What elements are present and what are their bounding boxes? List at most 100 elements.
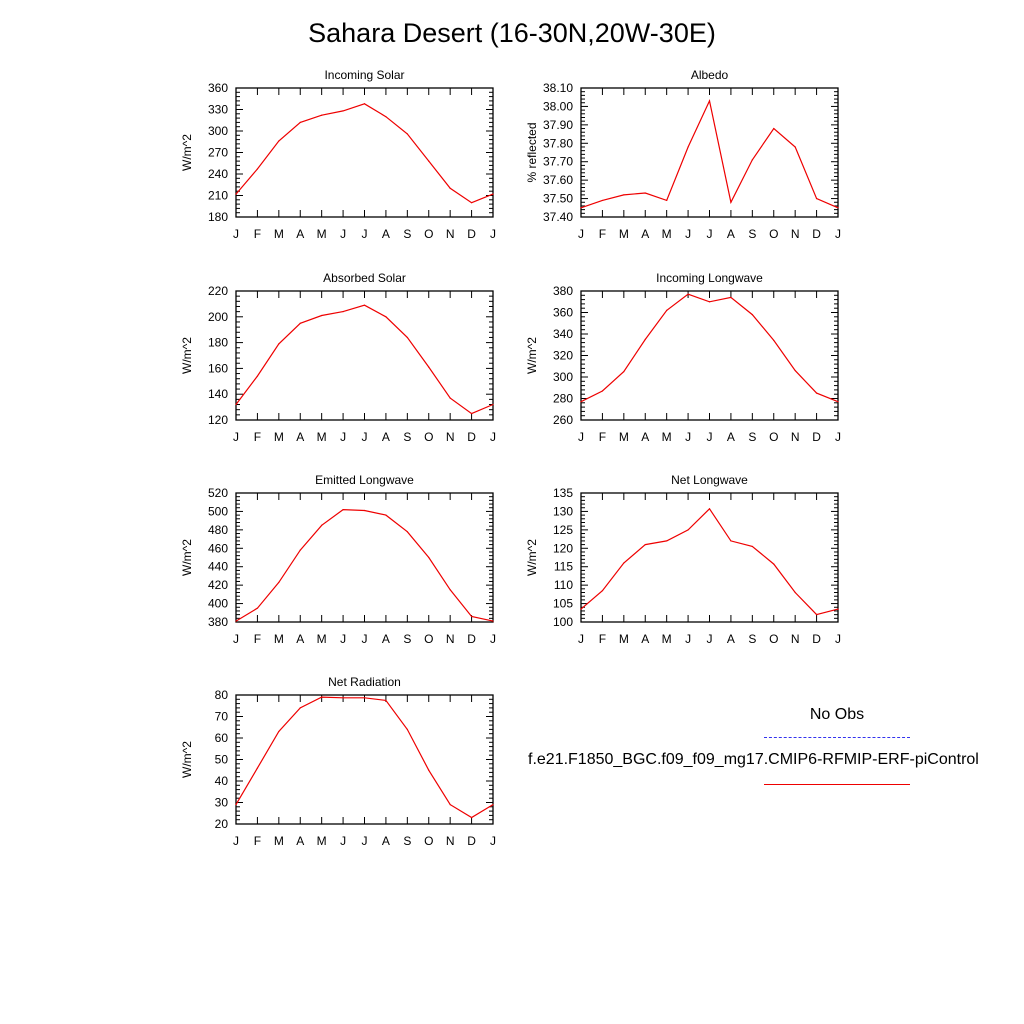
x-tick-label: S bbox=[748, 632, 756, 646]
data-point bbox=[342, 508, 344, 511]
y-tick-label: 38.00 bbox=[543, 99, 573, 113]
x-tick-label: J bbox=[362, 632, 368, 646]
series-line bbox=[235, 696, 494, 819]
x-tick-label: N bbox=[791, 227, 800, 241]
x-tick-label: A bbox=[641, 430, 649, 444]
y-tick-label: 135 bbox=[553, 486, 573, 500]
data-point bbox=[256, 767, 259, 769]
y-tick-label: 160 bbox=[208, 361, 228, 375]
y-tick-label: 180 bbox=[208, 336, 228, 350]
data-point bbox=[385, 116, 387, 118]
data-point bbox=[666, 199, 668, 202]
x-tick-label: A bbox=[727, 430, 735, 444]
x-tick-label: J bbox=[233, 227, 239, 241]
y-axis-label: W/m^2 bbox=[525, 539, 539, 576]
x-tick-label: J bbox=[340, 834, 346, 848]
x-tick-label: F bbox=[254, 834, 261, 848]
x-tick-label: J bbox=[835, 227, 841, 241]
x-tick-label: F bbox=[599, 227, 606, 241]
data-point bbox=[644, 192, 646, 194]
x-tick-label: D bbox=[812, 227, 821, 241]
y-tick-label: 80 bbox=[215, 688, 229, 702]
y-tick-label: 130 bbox=[553, 504, 573, 518]
data-point bbox=[342, 110, 344, 112]
y-tick-label: 37.80 bbox=[543, 136, 573, 150]
x-tick-label: J bbox=[340, 430, 346, 444]
legend-case-line bbox=[764, 784, 910, 785]
y-axis-label: W/m^2 bbox=[180, 134, 194, 171]
data-point bbox=[235, 193, 237, 195]
x-tick-label: S bbox=[748, 227, 756, 241]
x-tick-label: M bbox=[619, 632, 629, 646]
x-tick-label: J bbox=[340, 632, 346, 646]
data-point bbox=[299, 322, 301, 324]
data-point bbox=[470, 412, 473, 415]
y-tick-label: 380 bbox=[553, 284, 573, 298]
y-tick-label: 30 bbox=[215, 796, 229, 810]
data-point bbox=[278, 140, 280, 142]
data-point bbox=[580, 207, 582, 209]
data-point bbox=[449, 804, 451, 806]
data-point bbox=[492, 403, 494, 406]
series-line bbox=[235, 508, 494, 622]
series-line bbox=[580, 507, 839, 616]
data-point bbox=[623, 562, 625, 564]
x-tick-label: N bbox=[791, 430, 800, 444]
x-tick-label: S bbox=[748, 430, 756, 444]
y-tick-label: 125 bbox=[553, 523, 573, 537]
y-tick-label: 480 bbox=[208, 523, 228, 537]
y-tick-label: 180 bbox=[208, 210, 228, 224]
data-point bbox=[666, 540, 668, 542]
data-point bbox=[708, 301, 711, 303]
chart-panel-4: Emitted Longwave W/m^2 380 400 420 440 460 480 5… bbox=[180, 473, 496, 646]
x-tick-label: J bbox=[362, 430, 368, 444]
y-axis-label: W/m^2 bbox=[180, 539, 194, 576]
data-point bbox=[773, 563, 775, 565]
panel-title: Net Radiation bbox=[328, 675, 401, 689]
y-tick-label: 37.50 bbox=[543, 192, 573, 206]
data-point bbox=[363, 304, 366, 306]
chart-panel-3: Incoming Longwave W/m^2 260 280 300 320 340 360… bbox=[525, 271, 841, 444]
x-tick-label: M bbox=[274, 834, 284, 848]
data-point bbox=[837, 608, 839, 610]
legend-obs-line bbox=[764, 737, 910, 738]
x-tick-label: D bbox=[467, 834, 476, 848]
data-point bbox=[601, 199, 604, 202]
data-point bbox=[730, 296, 732, 299]
plot-frame bbox=[235, 694, 494, 825]
panel-title: Net Longwave bbox=[671, 473, 748, 487]
x-tick-label: O bbox=[424, 227, 433, 241]
data-point bbox=[470, 202, 473, 204]
plot-frame bbox=[580, 492, 839, 623]
data-point bbox=[815, 197, 818, 200]
data-point bbox=[428, 160, 430, 162]
y-tick-label: 460 bbox=[208, 541, 228, 555]
series-line bbox=[580, 99, 839, 209]
x-tick-label: J bbox=[490, 430, 496, 444]
data-point bbox=[256, 607, 259, 609]
y-tick-label: 260 bbox=[553, 413, 573, 427]
x-tick-label: N bbox=[446, 430, 455, 444]
data-point bbox=[385, 514, 387, 516]
data-point bbox=[321, 314, 323, 317]
y-tick-label: 240 bbox=[208, 167, 228, 181]
data-point bbox=[299, 549, 301, 551]
x-tick-label: J bbox=[362, 227, 368, 241]
x-tick-label: J bbox=[233, 632, 239, 646]
x-tick-label: F bbox=[599, 430, 606, 444]
y-tick-label: 500 bbox=[208, 504, 228, 518]
x-tick-label: J bbox=[835, 430, 841, 444]
x-tick-label: O bbox=[424, 834, 433, 848]
y-tick-label: 70 bbox=[215, 710, 229, 724]
legend-obs-label: No Obs bbox=[809, 706, 865, 723]
x-tick-label: A bbox=[296, 834, 304, 848]
data-point bbox=[385, 699, 387, 701]
data-point bbox=[644, 544, 646, 546]
data-point bbox=[406, 133, 408, 135]
data-point bbox=[751, 545, 753, 548]
y-tick-label: 440 bbox=[208, 560, 228, 574]
data-point bbox=[449, 187, 451, 189]
data-point bbox=[601, 390, 604, 392]
x-tick-label: J bbox=[490, 632, 496, 646]
data-point bbox=[580, 608, 582, 610]
